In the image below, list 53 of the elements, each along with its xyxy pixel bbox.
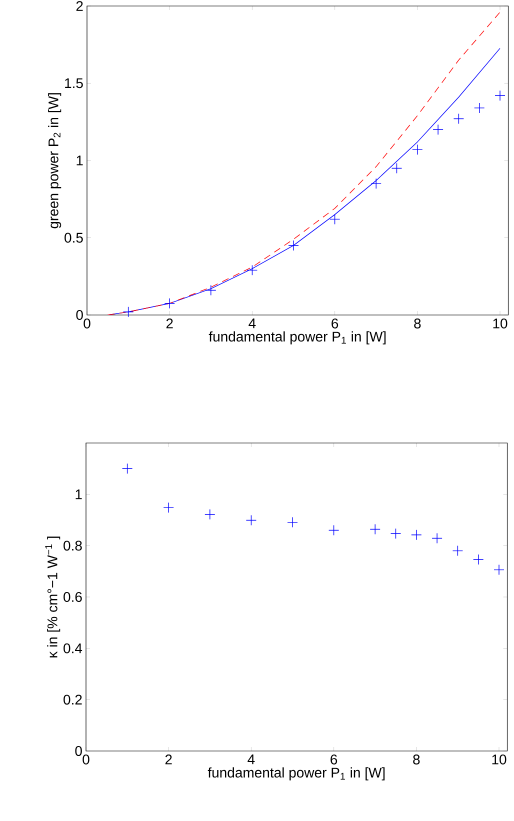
y-tick-label: 0.5 [64,232,83,243]
point [370,524,380,535]
point [390,528,402,539]
point [163,502,174,514]
x-axis-title: fundamental power P$_{1}$ in [W] [208,331,386,344]
point [494,90,506,101]
point [432,124,444,135]
point [329,214,340,225]
x-tick-label: 8 [414,318,421,328]
point [246,514,257,526]
x-tick-label: 6 [332,318,338,328]
point [432,532,442,544]
y-tick-label: 1 [76,490,82,500]
point [411,530,422,540]
x-tick-label: 4 [248,318,256,328]
point [494,564,504,576]
x-tick-label: 8 [413,754,420,764]
point [328,524,340,536]
point [474,102,485,114]
point [473,554,484,565]
point [452,545,464,556]
y-tick-label: 1 [76,156,83,166]
x-tick-label: 0 [82,754,90,764]
x-tick-label: 6 [330,754,338,764]
y-tick-label: 0.4 [64,643,82,654]
x-tick-label: 10 [493,318,508,328]
x-tick-label: 0 [84,318,90,328]
point [287,516,298,528]
point [288,240,299,251]
point [122,463,133,474]
y-tick-label: 0.6 [64,592,82,602]
y-tick-label: 0.8 [64,540,82,551]
y-tick-label: 1.5 [65,78,83,88]
y-tick-label: 0.2 [64,694,82,705]
x-tick-label: 2 [165,754,172,764]
point [164,298,175,309]
y-tick-label: 2 [76,1,83,11]
x-tick-label: 2 [166,318,173,328]
point [412,144,423,156]
point [246,264,258,276]
y-tick-label: 0 [75,746,82,756]
x-tick-label: 10 [492,754,506,764]
x-tick-label: 4 [248,754,255,764]
y-axis-title: κ in [% cm°−1 W$^{−1}$ ] [45,536,60,658]
point [391,162,402,174]
point [204,509,216,520]
point [370,178,382,190]
point [453,113,464,124]
point [206,284,216,296]
point [122,306,134,318]
y-axis-title: green power P$_{2}$ in [W] [48,93,62,228]
y-tick-label: 0 [76,310,83,320]
x-axis-title: fundamental power P$_{1}$ in [W] [208,767,385,780]
